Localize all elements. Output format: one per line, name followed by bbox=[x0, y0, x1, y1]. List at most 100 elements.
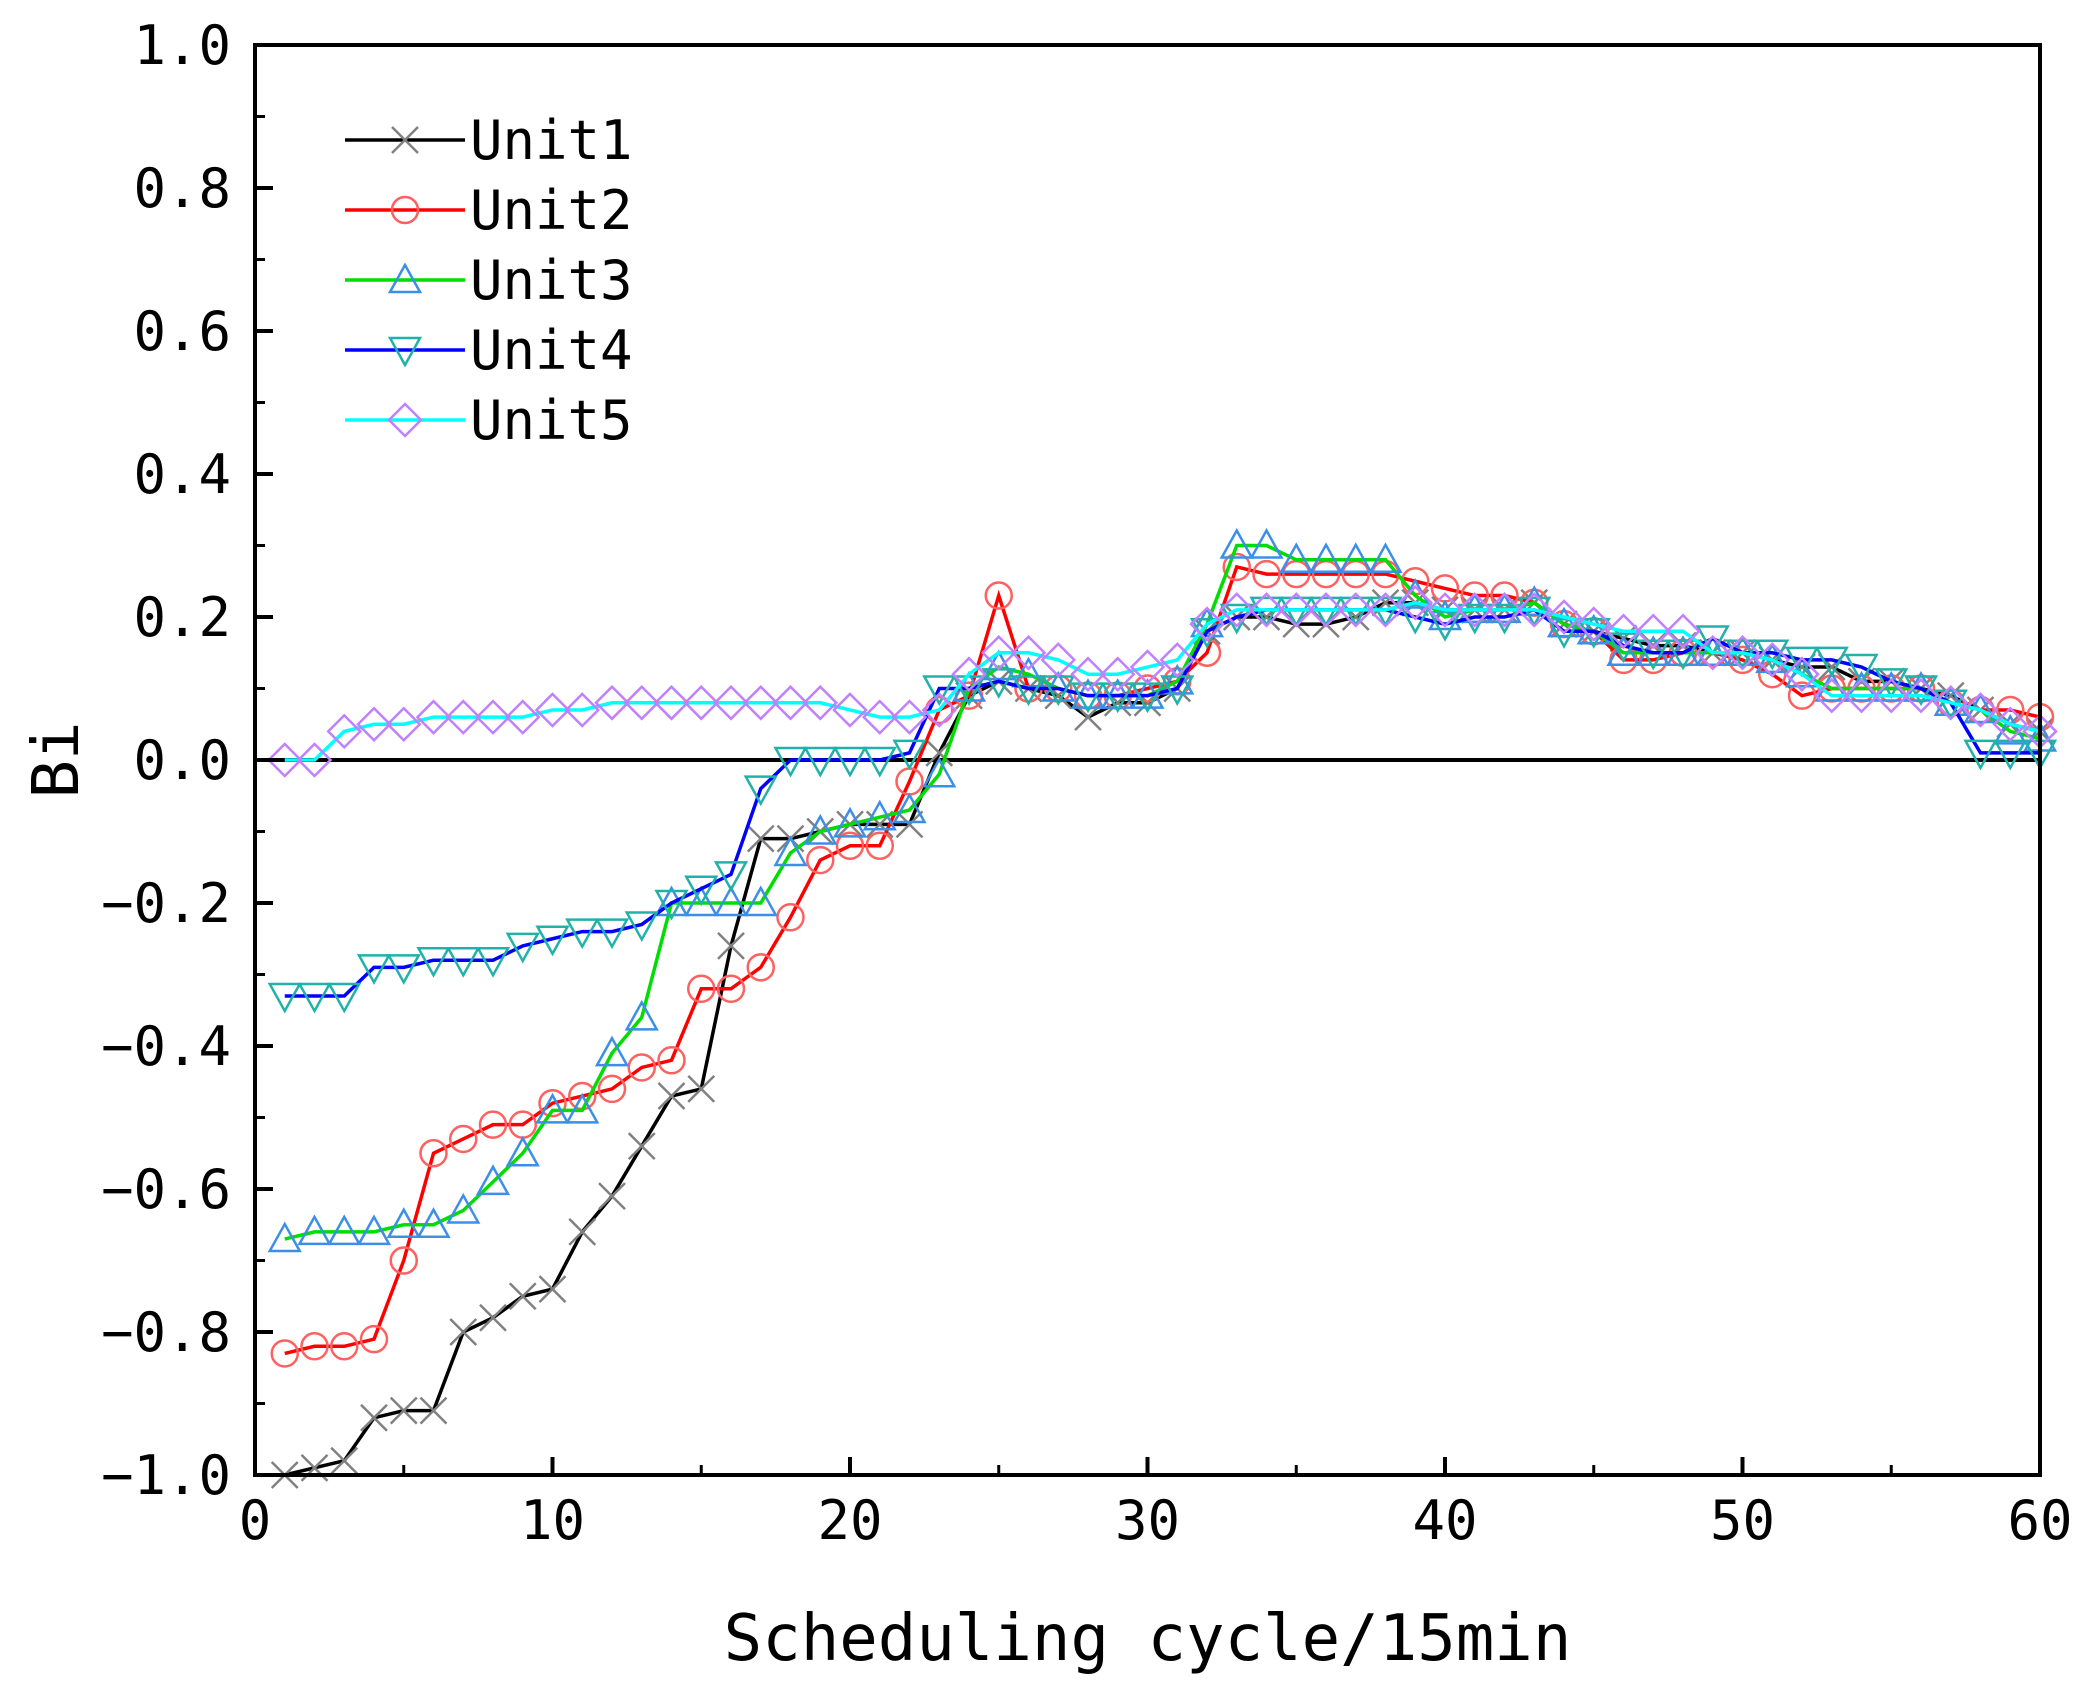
data-point bbox=[1189, 606, 1225, 638]
data-point bbox=[359, 1324, 389, 1354]
y-axis-title: Bi bbox=[20, 721, 94, 798]
series-unit5 bbox=[266, 584, 2058, 778]
data-point bbox=[508, 1282, 537, 1311]
data-point bbox=[654, 885, 689, 917]
data-point bbox=[891, 699, 928, 735]
data-point bbox=[505, 932, 540, 964]
data-point bbox=[627, 1132, 656, 1160]
data-point bbox=[594, 918, 630, 950]
data-point bbox=[419, 1139, 448, 1168]
data-point bbox=[598, 1182, 626, 1211]
data-point bbox=[776, 903, 805, 932]
data-point bbox=[1011, 656, 1046, 688]
data-point bbox=[475, 946, 511, 978]
data-point bbox=[1011, 675, 1046, 707]
data-point bbox=[594, 685, 630, 721]
x-tick-label: 30 bbox=[1115, 1489, 1180, 1552]
series-line bbox=[284, 600, 2041, 762]
data-point bbox=[300, 1332, 329, 1361]
legend-label: Unit1 bbox=[470, 109, 633, 172]
data-point bbox=[267, 1221, 302, 1253]
data-point bbox=[624, 911, 659, 943]
legend-item-unit2: Unit2 bbox=[345, 179, 633, 242]
data-point bbox=[1546, 606, 1582, 638]
data-point bbox=[534, 692, 571, 728]
data-point bbox=[1665, 613, 1701, 650]
series-layer bbox=[266, 527, 2058, 1489]
data-point bbox=[1992, 706, 2029, 743]
marker-stroke bbox=[391, 126, 419, 154]
data-point bbox=[1427, 599, 1463, 631]
data-point bbox=[330, 1332, 359, 1361]
data-point bbox=[1784, 656, 1820, 692]
data-point bbox=[1367, 592, 1404, 628]
data-point bbox=[772, 685, 809, 721]
data-point bbox=[1575, 606, 1612, 642]
data-point bbox=[862, 746, 897, 778]
data-point bbox=[1665, 639, 1701, 671]
data-point bbox=[1252, 559, 1281, 589]
data-point bbox=[504, 699, 541, 735]
data-point bbox=[921, 692, 958, 728]
data-point bbox=[1843, 677, 1880, 714]
legend-marker bbox=[387, 336, 423, 368]
data-point bbox=[1219, 527, 1254, 559]
data-point bbox=[1813, 677, 1850, 714]
legend-marker bbox=[390, 195, 420, 225]
marker-stroke bbox=[568, 1218, 597, 1246]
marker-stroke bbox=[330, 1446, 359, 1475]
data-point bbox=[713, 861, 749, 892]
data-point bbox=[505, 1135, 540, 1167]
data-point bbox=[684, 875, 719, 907]
y-tick-label: 0.8 bbox=[133, 157, 231, 220]
data-point bbox=[657, 1046, 686, 1075]
data-point bbox=[594, 1035, 630, 1067]
data-point bbox=[861, 699, 898, 735]
legend-item-unit1: Unit1 bbox=[345, 109, 633, 172]
data-point bbox=[1160, 663, 1195, 695]
data-point bbox=[1486, 592, 1523, 628]
data-point bbox=[267, 982, 302, 1014]
data-point bbox=[568, 1218, 597, 1246]
data-point bbox=[538, 1088, 567, 1118]
legend-label: Unit3 bbox=[470, 249, 633, 312]
data-point bbox=[803, 746, 838, 778]
data-point bbox=[1844, 653, 1879, 685]
data-point bbox=[1129, 649, 1166, 685]
data-point bbox=[623, 685, 660, 721]
data-point bbox=[1100, 682, 1135, 714]
data-point bbox=[743, 885, 778, 917]
data-point bbox=[984, 581, 1013, 610]
data-point bbox=[1099, 656, 1136, 692]
data-point bbox=[1962, 692, 1999, 728]
data-point bbox=[1222, 552, 1251, 582]
data-point bbox=[266, 742, 303, 778]
y-tick-label: −0.2 bbox=[101, 872, 231, 935]
data-point bbox=[717, 932, 745, 960]
data-point bbox=[1814, 646, 1849, 678]
y-tick-label: 0.4 bbox=[133, 443, 231, 506]
data-point bbox=[385, 706, 422, 743]
data-point bbox=[416, 1207, 451, 1238]
legend-label: Unit4 bbox=[470, 319, 633, 382]
data-point bbox=[713, 885, 749, 917]
marker-stroke bbox=[717, 932, 745, 960]
marker-stroke bbox=[419, 1396, 448, 1425]
x-axis-title: Scheduling cycle/15min bbox=[724, 1602, 1572, 1676]
data-point bbox=[1397, 584, 1434, 621]
data-point bbox=[832, 746, 868, 778]
data-point bbox=[360, 1403, 388, 1432]
data-point bbox=[832, 806, 868, 838]
data-point bbox=[773, 835, 808, 867]
data-point bbox=[925, 695, 954, 725]
data-point bbox=[1278, 592, 1315, 628]
data-point bbox=[330, 1446, 359, 1475]
data-point bbox=[1694, 634, 1731, 671]
data-point bbox=[746, 953, 775, 982]
data-point bbox=[1218, 592, 1255, 628]
y-tick-label: −0.6 bbox=[101, 1158, 231, 1221]
data-point bbox=[1398, 603, 1433, 635]
data-point bbox=[687, 1075, 716, 1103]
data-point bbox=[684, 885, 719, 917]
